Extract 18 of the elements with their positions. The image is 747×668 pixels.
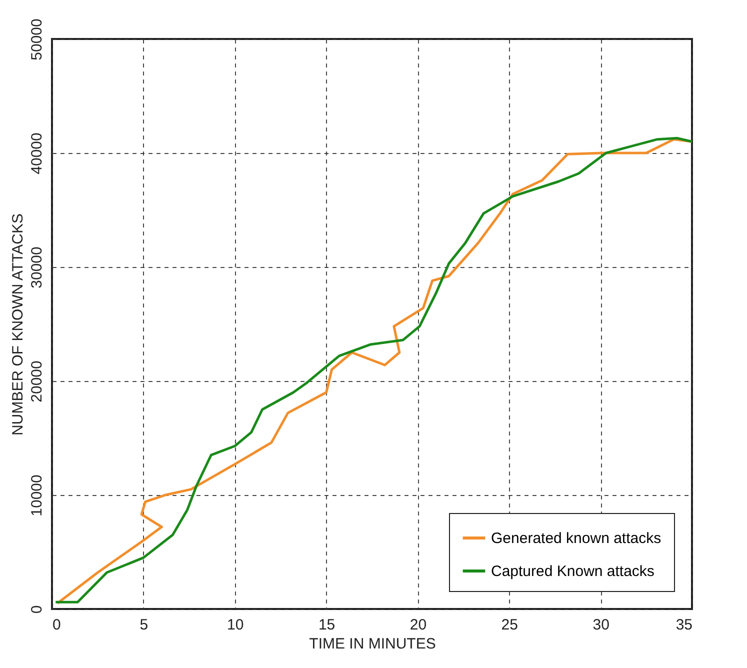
y-tick-label: 40000 xyxy=(28,132,46,174)
x-tick-label: 35 xyxy=(676,616,692,634)
x-tick-label: 15 xyxy=(318,616,336,634)
y-tick-label: 50000 xyxy=(28,18,46,60)
legend-label: Generated known attacks xyxy=(491,530,662,547)
y-tick-label: 30000 xyxy=(28,246,46,288)
y-tick-label: 10000 xyxy=(28,474,46,516)
y-axis-title: NUMBER OF KNOWN ATTACKS xyxy=(10,214,26,436)
x-axis-title: TIME IN MINUTES xyxy=(309,636,436,652)
y-tick-label: 20000 xyxy=(28,360,46,402)
y-tick-label: 0 xyxy=(28,605,46,614)
legend-label: Captured Known attacks xyxy=(491,563,654,580)
x-tick-label: 20 xyxy=(410,616,427,634)
x-tick-label: 25 xyxy=(501,616,518,634)
x-tick-label: 0 xyxy=(52,616,61,634)
x-tick-label: 5 xyxy=(140,616,148,634)
x-tick-label: 10 xyxy=(227,616,244,634)
x-tick-label: 30 xyxy=(592,616,610,634)
